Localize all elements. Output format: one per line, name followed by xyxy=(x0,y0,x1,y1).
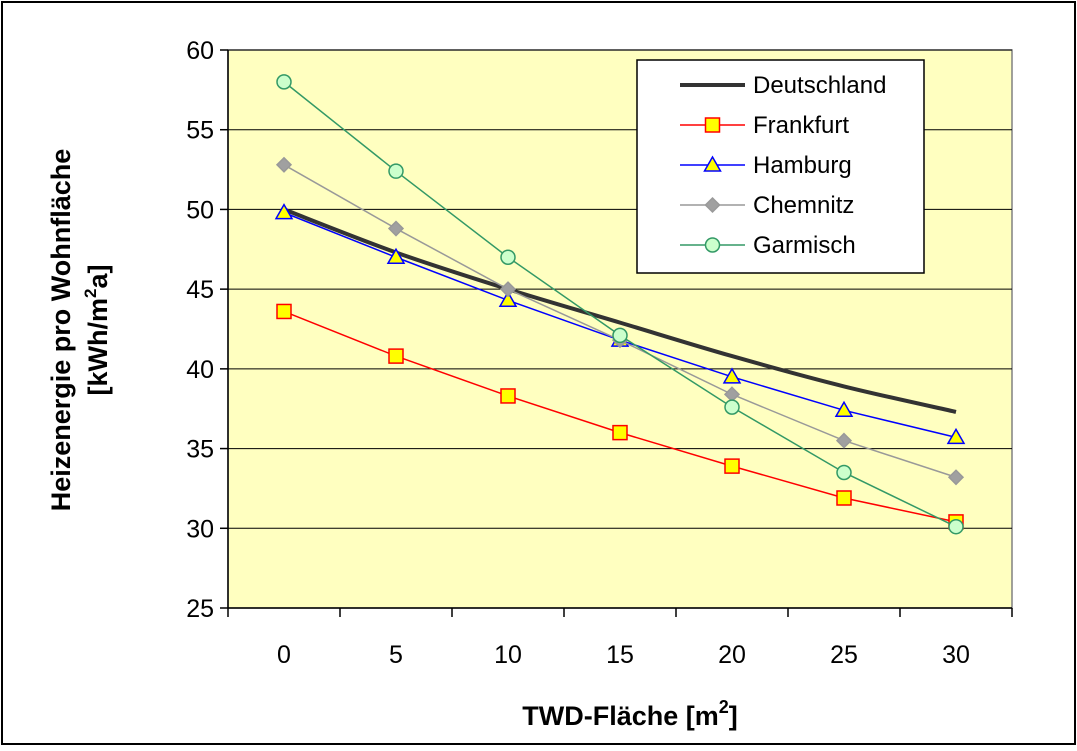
y-tick-label: 45 xyxy=(186,276,214,304)
x-tick-label: 0 xyxy=(277,641,291,669)
axes: 25 30 35 40 45 50 55 60 0 5 10 15 20 25 30 xyxy=(186,37,1013,669)
y-tick-label: 40 xyxy=(186,356,214,384)
data-point xyxy=(500,249,516,266)
y-tick-label: 35 xyxy=(186,436,214,464)
data-point xyxy=(274,203,294,220)
data-point xyxy=(276,74,292,90)
data-point xyxy=(388,163,404,179)
series-hamburg xyxy=(274,203,966,445)
data-point xyxy=(275,156,293,173)
x-tick-label: 10 xyxy=(494,641,522,669)
y-axis-title-line2-sup: 2 xyxy=(81,289,100,298)
y-axis-title-line2: [kWh/m2a] xyxy=(81,265,113,396)
legend-items: Deutschland Frankfurt Hamburg Chemnitz Garmi… xyxy=(680,72,886,259)
y-axis-title-line1: Heizenergie pro Wohnfläche xyxy=(46,149,76,512)
legend-label: Garmisch xyxy=(753,232,856,259)
y-axis-title-line2-end: a] xyxy=(83,265,113,289)
series-garmisch xyxy=(276,74,964,535)
y-axis-title-line2-main: [kWh/m xyxy=(83,298,113,396)
data-point xyxy=(836,490,852,506)
data-point xyxy=(835,432,853,449)
x-tick-label: 30 xyxy=(942,641,970,669)
data-point xyxy=(498,290,518,308)
y-tick-label: 25 xyxy=(186,595,214,623)
x-axis-title-end: ] xyxy=(729,701,738,731)
y-tick-label: 60 xyxy=(186,37,214,65)
x-tick-label: 20 xyxy=(718,641,746,669)
legend-item: Chemnitz xyxy=(680,192,854,219)
legend-marker xyxy=(703,155,722,172)
legend-box xyxy=(636,59,925,274)
x-tick-label: 5 xyxy=(389,641,403,669)
legend-label: Hamburg xyxy=(753,152,852,179)
legend: Deutschland Frankfurt Hamburg Chemnitz Garmi… xyxy=(636,59,925,274)
data-point xyxy=(276,303,292,320)
legend-item: Deutschland xyxy=(680,72,886,99)
x-tick-label: 25 xyxy=(830,641,858,669)
legend-marker xyxy=(704,196,721,214)
y-tick-label: 55 xyxy=(186,117,214,145)
data-point xyxy=(836,464,852,481)
data-point xyxy=(722,367,742,384)
data-point xyxy=(499,281,517,298)
legend-marker xyxy=(704,117,721,133)
y-tick-label: 30 xyxy=(186,515,214,543)
y-tick-label: 50 xyxy=(186,196,214,224)
data-point xyxy=(948,518,964,535)
data-point xyxy=(612,424,628,441)
data-point xyxy=(724,458,740,474)
data-point xyxy=(388,348,404,364)
data-point xyxy=(724,399,740,415)
data-point xyxy=(500,388,516,404)
legend-item: Garmisch xyxy=(680,232,856,259)
x-axis-title-sup: 2 xyxy=(719,697,729,717)
legend-item: Hamburg xyxy=(680,152,852,179)
legend-label: Chemnitz xyxy=(753,192,854,219)
data-point xyxy=(947,469,965,486)
legend-item: Frankfurt xyxy=(680,112,849,139)
data-point xyxy=(946,427,966,445)
data-point xyxy=(834,400,854,418)
legend-label: Frankfurt xyxy=(753,112,849,139)
series-layer xyxy=(274,74,966,535)
x-tick-label: 15 xyxy=(606,641,634,669)
legend-label: Deutschland xyxy=(753,72,886,99)
data-point xyxy=(387,220,405,237)
x-axis-title-main: TWD-Fläche [m xyxy=(522,701,719,731)
data-point xyxy=(612,327,628,344)
legend-marker xyxy=(704,237,721,253)
x-axis-title: TWD-Fläche [m2] xyxy=(522,697,738,731)
data-point xyxy=(386,247,406,265)
